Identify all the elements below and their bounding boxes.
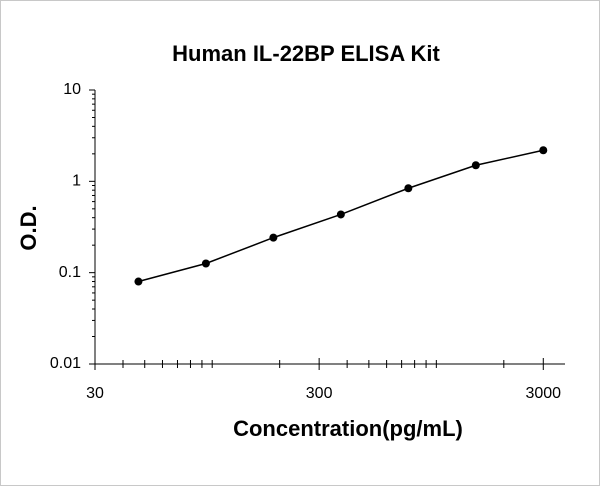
chart-title: Human IL-22BP ELISA Kit [172,41,440,66]
data-point [201,259,210,268]
x-axis-title: Concentration(pg/mL) [233,416,463,441]
y-tick-label: 1 [72,173,81,190]
y-axis-title: O.D. [16,205,41,250]
data-point [471,161,480,170]
data-point [336,210,345,219]
x-tick-label: 30 [86,385,104,402]
data-point [404,184,413,193]
data-point [269,233,278,242]
x-tick-label: 300 [306,385,333,402]
data-point [539,146,548,155]
data-point [134,277,143,286]
x-tick-label: 3000 [525,385,561,402]
y-tick-label: 0.1 [59,264,81,281]
y-tick-label: 0.01 [50,355,81,372]
y-tick-label: 10 [63,81,81,98]
